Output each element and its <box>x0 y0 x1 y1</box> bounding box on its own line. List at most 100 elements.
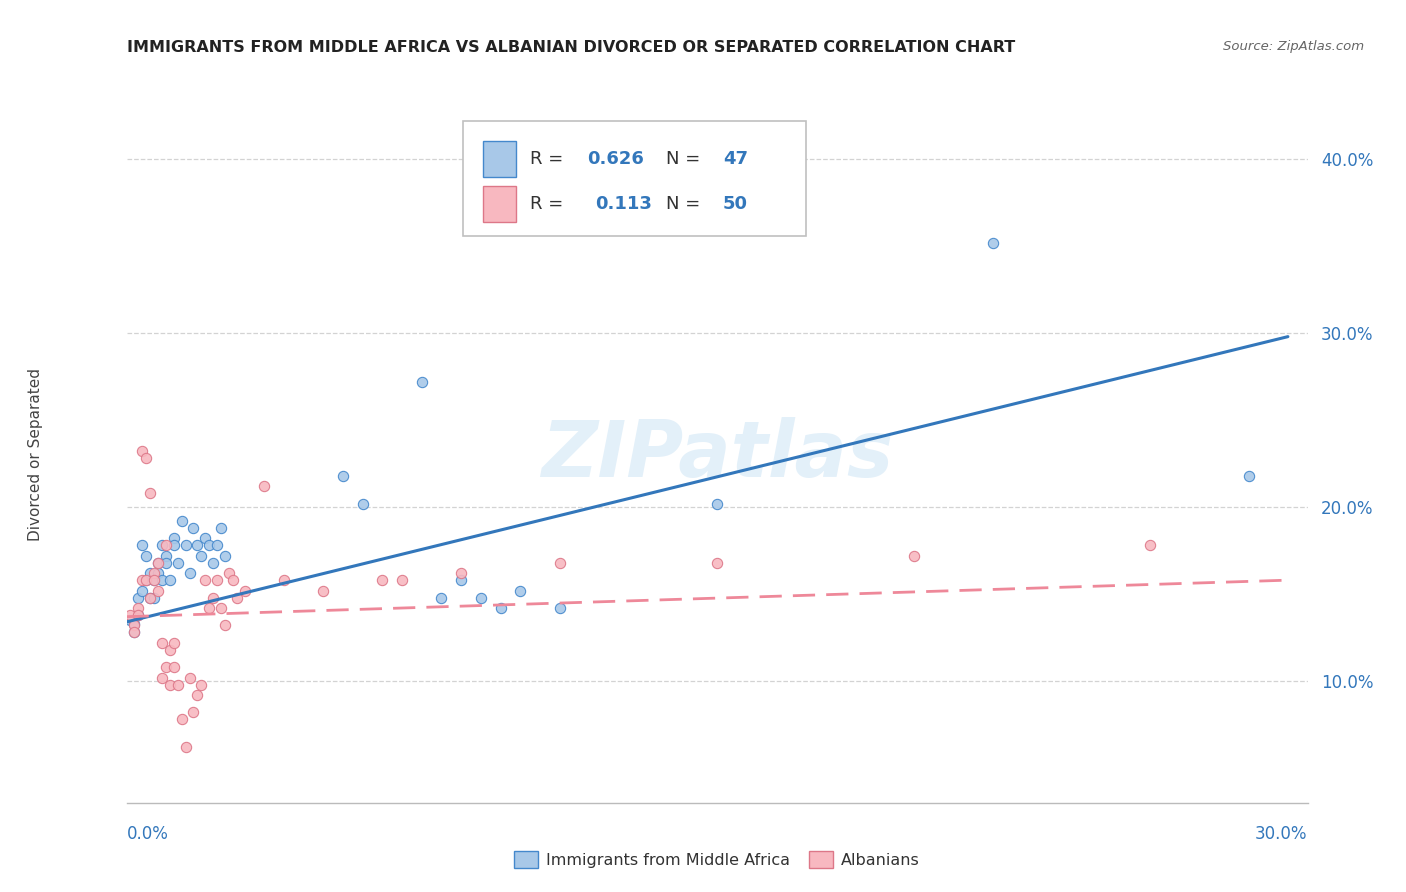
Text: R =: R = <box>530 195 575 213</box>
Point <box>183 521 205 535</box>
Point <box>981 235 1004 250</box>
Point <box>253 479 276 493</box>
Point <box>163 636 186 650</box>
Point <box>194 532 217 546</box>
Point <box>150 671 173 685</box>
Point <box>218 566 240 581</box>
Point <box>190 549 212 563</box>
Point <box>183 706 205 720</box>
Point <box>146 556 169 570</box>
Text: 50: 50 <box>723 195 748 213</box>
Point <box>198 538 221 552</box>
Point <box>163 538 186 552</box>
Point <box>166 556 188 570</box>
Point <box>371 573 394 587</box>
Text: ZIPatlas: ZIPatlas <box>541 417 893 493</box>
Point <box>470 591 492 605</box>
Point <box>903 549 925 563</box>
Point <box>391 573 413 587</box>
Point <box>170 514 193 528</box>
Point <box>190 677 212 691</box>
Point <box>214 618 236 632</box>
Point <box>131 444 153 458</box>
Point <box>155 660 177 674</box>
Point <box>548 601 571 615</box>
Point <box>194 573 217 587</box>
Point <box>124 616 146 631</box>
Point <box>163 660 186 674</box>
Point <box>489 601 512 615</box>
Point <box>222 573 245 587</box>
Point <box>233 583 256 598</box>
Point <box>166 677 188 691</box>
Point <box>179 566 201 581</box>
Point <box>179 671 201 685</box>
Point <box>186 538 208 552</box>
Legend: Immigrants from Middle Africa, Albanians: Immigrants from Middle Africa, Albanians <box>508 845 927 875</box>
FancyBboxPatch shape <box>463 121 806 235</box>
Point <box>124 625 146 640</box>
Point <box>120 607 142 622</box>
Text: IMMIGRANTS FROM MIDDLE AFRICA VS ALBANIAN DIVORCED OR SEPARATED CORRELATION CHAR: IMMIGRANTS FROM MIDDLE AFRICA VS ALBANIA… <box>127 40 1015 55</box>
Point <box>135 573 157 587</box>
Point <box>159 642 181 657</box>
Point <box>120 613 142 627</box>
Point <box>139 486 162 500</box>
Point <box>124 625 146 640</box>
Point <box>124 618 146 632</box>
Point <box>143 573 166 587</box>
Text: 0.0%: 0.0% <box>127 825 169 843</box>
Point <box>150 538 173 552</box>
Point <box>150 636 173 650</box>
Point <box>135 451 157 466</box>
Point <box>548 556 571 570</box>
Text: Source: ZipAtlas.com: Source: ZipAtlas.com <box>1223 40 1364 54</box>
Point <box>509 583 531 598</box>
Point <box>706 497 728 511</box>
Point <box>450 573 472 587</box>
Point <box>205 573 228 587</box>
Point <box>209 601 232 615</box>
Point <box>198 601 221 615</box>
Point <box>1139 538 1161 552</box>
Point <box>155 549 177 563</box>
Point <box>146 566 169 581</box>
Point <box>150 573 173 587</box>
Point <box>225 591 247 605</box>
Point <box>186 688 208 702</box>
Text: 47: 47 <box>723 150 748 168</box>
Point <box>202 556 225 570</box>
Point <box>146 583 169 598</box>
Point <box>163 532 186 546</box>
Point <box>159 677 181 691</box>
Text: N =: N = <box>666 195 706 213</box>
Point <box>127 591 149 605</box>
Point <box>139 591 162 605</box>
Point <box>273 573 295 587</box>
Point <box>143 566 166 581</box>
Point <box>1237 468 1260 483</box>
Point <box>430 591 453 605</box>
Point <box>143 573 166 587</box>
Bar <box>484 141 516 177</box>
Point <box>209 521 232 535</box>
Point <box>411 375 433 389</box>
Point <box>170 712 193 726</box>
Point <box>174 740 197 755</box>
Text: Divorced or Separated: Divorced or Separated <box>28 368 42 541</box>
Point <box>127 607 149 622</box>
Text: 0.626: 0.626 <box>588 150 644 168</box>
Point <box>127 601 149 615</box>
Point <box>155 538 177 552</box>
Point <box>706 556 728 570</box>
Text: 30.0%: 30.0% <box>1256 825 1308 843</box>
Point <box>205 538 228 552</box>
Point <box>143 591 166 605</box>
Point <box>312 583 335 598</box>
Point <box>155 556 177 570</box>
Point <box>131 573 153 587</box>
Point <box>139 566 162 581</box>
Point <box>135 573 157 587</box>
Text: R =: R = <box>530 150 569 168</box>
Point <box>131 538 153 552</box>
